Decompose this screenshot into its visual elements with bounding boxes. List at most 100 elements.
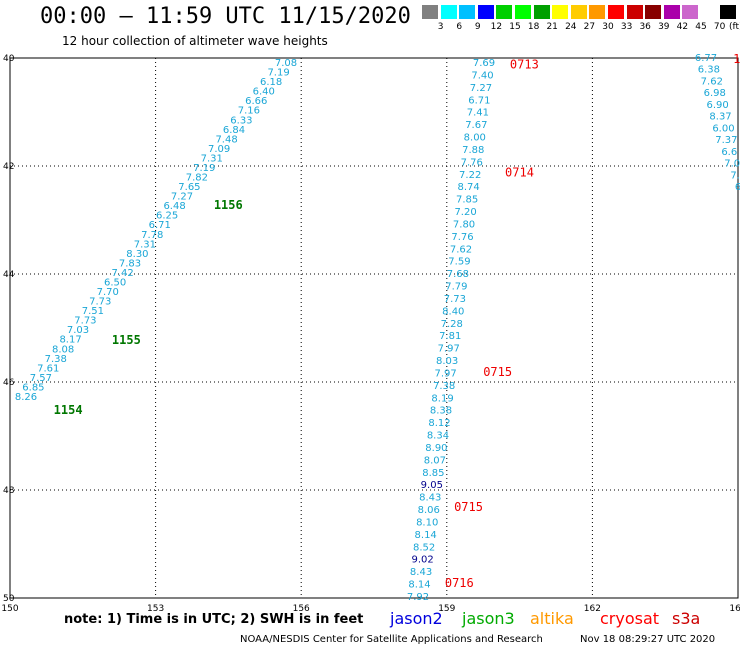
wave-height-value: 8.52 <box>413 542 435 553</box>
wave-height-value: 8.10 <box>416 517 438 528</box>
wave-height-value: 7.28 <box>441 319 463 330</box>
wave-height-value: 7.08 <box>275 58 297 69</box>
wave-height-value: 7.09 <box>208 144 230 155</box>
legend-swatch <box>701 5 717 19</box>
wave-height-value: 7.81 <box>439 331 461 342</box>
map-frame <box>9 57 739 599</box>
legend-tick-label: 70 <box>713 22 726 32</box>
wave-height-value: 6.84 <box>223 125 245 136</box>
legend-tick-label: 9 <box>474 22 481 32</box>
legend-swatch <box>533 5 550 19</box>
wave-height-value: 7.62 <box>701 76 723 87</box>
wave-height-value: 8.37 <box>709 112 731 123</box>
wave-height-value: 7.73 <box>444 294 466 305</box>
wave-height-value: 6.90 <box>707 100 729 111</box>
legend-unit-label: (ft) <box>729 22 740 32</box>
y-tick-label: 46 <box>3 378 15 388</box>
pass-time-label: 1155 <box>112 333 141 347</box>
wave-height-value: 6.50 <box>104 277 126 288</box>
legend-swatch <box>645 5 662 19</box>
legend-swatch <box>515 5 531 19</box>
wave-height-value: 8.74 <box>458 182 480 193</box>
wave-height-value: 6.71 <box>468 95 490 106</box>
wave-height-value: 7.79 <box>445 282 467 293</box>
wave-height-value: 8.19 <box>431 393 453 404</box>
page-subtitle: 12 hour collection of altimeter wave hei… <box>62 34 328 48</box>
wave-height-value: 7.61 <box>37 363 59 374</box>
legend-swatch <box>608 5 624 19</box>
legend-swatch <box>440 5 457 19</box>
legend-tick-label: 18 <box>527 22 540 32</box>
legend-tick-label: 45 <box>695 22 707 32</box>
pass-time-label: 0713 <box>510 57 539 71</box>
wave-height-value: 8.38 <box>430 406 452 417</box>
wave-height-value: 7.38 <box>45 354 67 365</box>
wave-height-value: 8.17 <box>59 335 81 346</box>
wave-height-value: 7.19 <box>193 163 215 174</box>
legend-tick-label: 39 <box>658 22 670 32</box>
wave-height-value: 7.69 <box>473 58 495 69</box>
wave-height-value: 6.71 <box>149 220 171 231</box>
wave-height-value: 7.62 <box>450 244 472 255</box>
wave-height-value: 7.0 <box>724 159 740 170</box>
wave-height-value: 8.03 <box>436 356 458 367</box>
wave-height-value: 8.08 <box>52 344 74 355</box>
y-tick-label: 44 <box>3 270 15 280</box>
wave-height-value: 7.83 <box>119 258 141 269</box>
units-note: note: 1) Time is in UTC; 2) SWH is in fe… <box>64 612 364 627</box>
page-title: 00:00 – 11:59 UTC 11/15/2020 <box>40 4 411 29</box>
legend-tick-label: 21 <box>546 22 558 32</box>
wave-height-value: 7.41 <box>467 108 489 119</box>
wave-height-value: 7.20 <box>454 207 476 218</box>
legend-tick-label: 24 <box>565 22 577 32</box>
x-tick-label: 165 <box>729 604 740 614</box>
legend-swatch <box>477 5 494 19</box>
legend-swatch <box>719 5 736 19</box>
wave-height-value: 7.68 <box>447 269 469 280</box>
wave-height-value: 7.03 <box>67 325 89 336</box>
legend-jason3: jason3 <box>462 609 515 628</box>
legend-s3a: s3a <box>672 609 701 628</box>
legend-tick-label: 36 <box>639 22 651 32</box>
wave-height-value: 7.42 <box>111 268 133 279</box>
legend-swatch <box>682 5 699 19</box>
wave-height-value: 6 <box>735 182 740 193</box>
legend-tick-label: 27 <box>583 22 596 32</box>
wave-height-value: 7.51 <box>82 306 104 317</box>
wave-height-value: 8.34 <box>427 431 449 442</box>
wave-height-value: 7.31 <box>201 153 223 164</box>
wave-height-value: 8.12 <box>428 418 450 429</box>
legend-cryosat: cryosat <box>600 609 660 628</box>
pass-time-label: 0714 <box>505 165 534 179</box>
wave-height-value: 8.43 <box>410 567 432 578</box>
wave-height-value: 8.14 <box>415 530 437 541</box>
wave-height-value: 7.73 <box>74 316 96 327</box>
x-tick-label: 156 <box>293 604 310 614</box>
legend-jason2: jason2 <box>390 609 443 628</box>
legend-tick-label: 3 <box>437 22 444 32</box>
pass-time-label: 0715 <box>483 365 512 379</box>
wave-height-value: 7.31 <box>134 239 156 250</box>
wave-height-value: 6.85 <box>22 382 44 393</box>
legend-swatch <box>422 5 438 19</box>
wave-height-value: 8.85 <box>422 468 444 479</box>
wave-height-value: 6.25 <box>156 211 178 222</box>
x-tick-label: 159 <box>438 604 455 614</box>
wave-height-value: 7.73 <box>89 297 111 308</box>
wave-height-value: 6.77 <box>695 53 717 64</box>
wave-height-value: 7.38 <box>433 381 455 392</box>
wave-height-value: 7.97 <box>434 368 456 379</box>
wave-height-value: 7.48 <box>215 134 237 145</box>
wave-height-value: 7.76 <box>451 232 473 243</box>
x-tick-label: 162 <box>584 604 601 614</box>
footer-organization: NOAA/NESDIS Center for Satellite Applica… <box>240 634 543 645</box>
wave-height-value: 6.98 <box>704 88 726 99</box>
wave-height-value: 9.02 <box>411 555 433 566</box>
pass-time-label: 0716 <box>445 576 474 590</box>
wave-height-value: 6.6 <box>721 147 737 158</box>
legend-tick-label: 15 <box>509 22 521 32</box>
wave-height-value: 7.27 <box>470 83 492 94</box>
x-tick-label: 150 <box>1 604 18 614</box>
legend-tick-label: 42 <box>676 22 689 32</box>
